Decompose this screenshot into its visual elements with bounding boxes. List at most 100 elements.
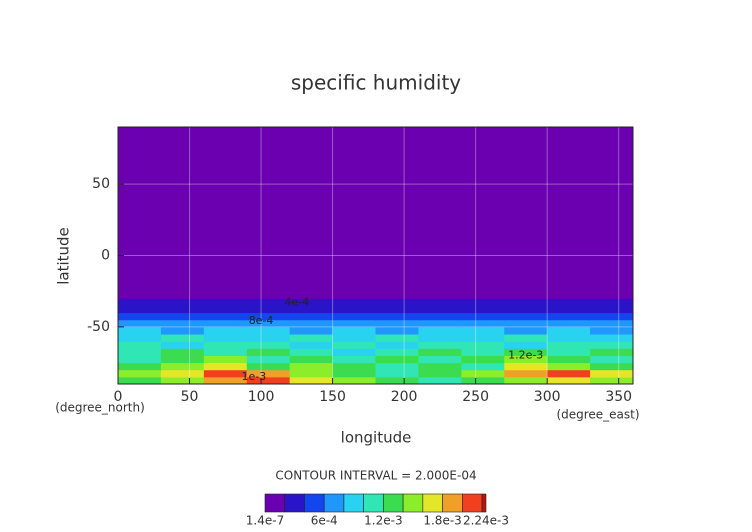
contour-cell bbox=[504, 319, 548, 328]
contour-label: 1e-3 bbox=[242, 370, 267, 383]
contour-cell bbox=[590, 312, 634, 321]
colorbar-tick-label: 1.4e-7 bbox=[246, 514, 284, 528]
contour-cell bbox=[461, 334, 505, 342]
contour-cell bbox=[289, 348, 334, 356]
contour-cell bbox=[590, 298, 634, 306]
contour-cell bbox=[418, 326, 462, 335]
contour-cell bbox=[461, 127, 505, 295]
contour-cell bbox=[375, 341, 419, 349]
contour-cell bbox=[590, 348, 634, 356]
contour-cell bbox=[375, 312, 419, 321]
contour-cell bbox=[246, 326, 291, 335]
contour-cell bbox=[418, 369, 462, 378]
x-tick-label: 50 bbox=[181, 389, 199, 405]
contour-cell bbox=[246, 334, 291, 342]
contour-cell bbox=[289, 376, 334, 385]
contour-cell bbox=[118, 355, 162, 364]
contour-cell bbox=[547, 355, 591, 364]
contour-cell bbox=[418, 294, 462, 299]
contour-cell bbox=[332, 348, 376, 356]
contour-cell bbox=[160, 376, 205, 385]
x-tick-label: 100 bbox=[248, 389, 275, 405]
contour-cell bbox=[246, 294, 291, 299]
contour-cell bbox=[504, 326, 548, 335]
contour-cell bbox=[590, 355, 634, 364]
contour-cell bbox=[289, 362, 334, 371]
contour-cell bbox=[461, 305, 505, 314]
contour-cell bbox=[375, 362, 419, 371]
contour-label: 1.2e-3 bbox=[508, 348, 543, 361]
contour-cell bbox=[289, 312, 334, 321]
contour-cell bbox=[590, 376, 634, 385]
contour-cell bbox=[160, 312, 205, 321]
contour-cell bbox=[203, 326, 248, 335]
contour-cell bbox=[547, 294, 591, 299]
contour-cell bbox=[289, 326, 334, 335]
colorbar-segment bbox=[422, 493, 443, 513]
contour-cell bbox=[375, 127, 419, 295]
contour-cell bbox=[246, 369, 291, 378]
contour-cell bbox=[118, 127, 162, 295]
colorbar-tick-label: 6e-4 bbox=[311, 514, 338, 528]
contour-cell bbox=[118, 319, 162, 328]
contour-cell bbox=[461, 369, 505, 378]
contour-cell bbox=[504, 305, 548, 314]
contour-cell bbox=[504, 355, 548, 364]
contour-cell bbox=[160, 298, 205, 306]
contour-cell bbox=[246, 355, 291, 364]
contour-cell bbox=[332, 294, 376, 299]
contour-cell bbox=[461, 341, 505, 349]
contour-cell bbox=[590, 341, 634, 349]
contour-cell bbox=[375, 319, 419, 328]
contour-cell bbox=[246, 376, 291, 385]
contour-cell bbox=[203, 355, 248, 364]
contour-cell bbox=[461, 294, 505, 299]
contour-cell bbox=[246, 127, 291, 295]
contour-cell bbox=[203, 319, 248, 328]
y-tick-label: -50 bbox=[87, 319, 110, 335]
contour-cell bbox=[160, 369, 205, 378]
contour-label: 8e-4 bbox=[249, 314, 274, 327]
contour-cell bbox=[375, 369, 419, 378]
contour-cell bbox=[418, 305, 462, 314]
contour-cell bbox=[504, 362, 548, 371]
colorbar-segment bbox=[323, 493, 345, 513]
x-tick-label: 300 bbox=[534, 389, 561, 405]
contour-cell bbox=[332, 305, 376, 314]
contour-cell bbox=[547, 326, 591, 335]
contour-cell bbox=[590, 294, 634, 299]
contour-cell bbox=[332, 326, 376, 335]
contour-cell bbox=[547, 376, 591, 385]
contour-cell bbox=[160, 334, 205, 342]
contour-cell bbox=[418, 319, 462, 328]
contour-cell bbox=[590, 334, 634, 342]
contour-cell bbox=[375, 298, 419, 306]
contour-cell bbox=[289, 127, 334, 295]
contour-cell bbox=[461, 312, 505, 321]
contour-cell bbox=[547, 298, 591, 306]
contour-cell bbox=[160, 319, 205, 328]
contour-cell bbox=[118, 312, 162, 321]
contour-cell bbox=[375, 334, 419, 342]
y-unit: (degree_north) bbox=[55, 401, 145, 415]
y-tick-label: 0 bbox=[101, 248, 110, 264]
contour-cell bbox=[375, 294, 419, 299]
y-axis-label: latitude bbox=[55, 227, 73, 285]
contour-cell bbox=[418, 341, 462, 349]
contour-cell bbox=[504, 127, 548, 295]
contour-cell bbox=[289, 334, 334, 342]
contour-cell bbox=[203, 312, 248, 321]
contour-cell bbox=[289, 355, 334, 364]
y-tick-label: 50 bbox=[92, 176, 110, 192]
contour-cell bbox=[203, 376, 248, 385]
colorbar-segment bbox=[481, 493, 487, 513]
contour-cell bbox=[461, 298, 505, 306]
contour-cell bbox=[332, 298, 376, 306]
contour-cell bbox=[375, 376, 419, 385]
contour-cell bbox=[160, 348, 205, 356]
x-tick-label: 150 bbox=[319, 389, 346, 405]
contour-cell bbox=[418, 312, 462, 321]
contour-cell bbox=[332, 369, 376, 378]
contour-cell bbox=[203, 369, 248, 378]
contour-cell bbox=[118, 341, 162, 349]
